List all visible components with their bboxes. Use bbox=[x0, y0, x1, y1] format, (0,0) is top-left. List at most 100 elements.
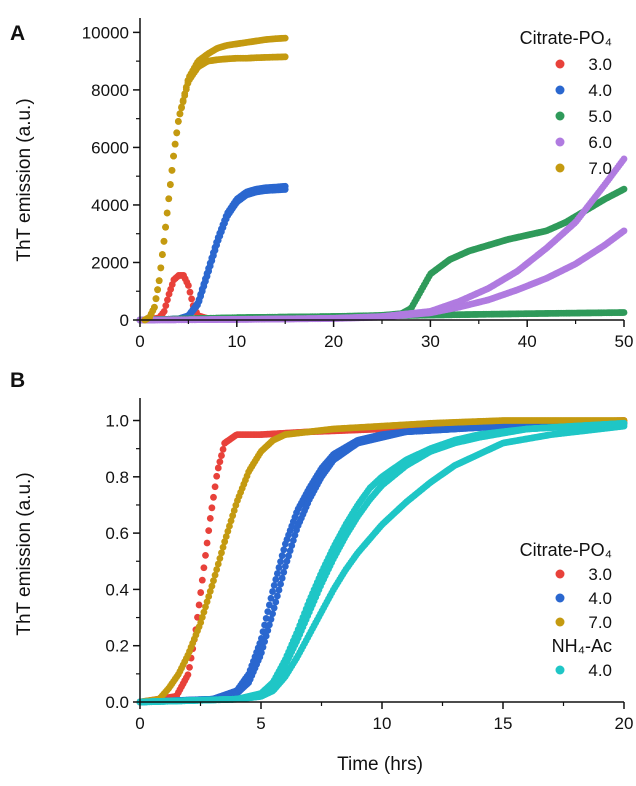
panel-b-legend-label: 4.0 bbox=[588, 589, 612, 608]
panel-a-y-tick-label: 2000 bbox=[91, 253, 129, 272]
panel-b-data-point bbox=[216, 555, 224, 562]
panel-b-data-point bbox=[230, 507, 238, 514]
panel-a-legend-marker bbox=[555, 59, 565, 69]
panel-a-data-point bbox=[178, 104, 185, 112]
panel-a-legend-title: Citrate-PO₄ bbox=[520, 28, 612, 48]
panel-b-legend-item: 3.0 bbox=[555, 565, 612, 584]
panel-b-data-point bbox=[259, 643, 267, 651]
panel-b-y-tick-label: 0.4 bbox=[105, 580, 129, 599]
panel-a-y-tick-label: 6000 bbox=[91, 138, 129, 157]
panel-b-data-point bbox=[203, 539, 211, 547]
panel-b-data-point bbox=[194, 613, 201, 621]
panel-b-data-point bbox=[270, 604, 278, 612]
panel-b-data-point bbox=[197, 589, 205, 596]
panel-b-data-point bbox=[285, 552, 292, 560]
panel-b-data-point bbox=[265, 621, 273, 629]
panel-b-legend-marker bbox=[555, 569, 565, 579]
panel-b-x-tick-label: 20 bbox=[615, 714, 634, 733]
panel-a-data-point bbox=[206, 262, 214, 270]
panel-b-data-point bbox=[206, 587, 214, 595]
panel-a-legend: Citrate-PO₄ 3.0 4.0 5.0 6.0 7.0 bbox=[520, 28, 612, 178]
panel-b-legend-marker bbox=[555, 593, 565, 603]
panel-b-data-point bbox=[211, 483, 219, 491]
panel-b-data-point bbox=[216, 458, 224, 466]
panel-b-data-point bbox=[286, 547, 294, 555]
panel-b-data-point bbox=[272, 598, 280, 606]
panel-a-legend-item: 7.0 bbox=[555, 159, 612, 178]
panel-b-data-point bbox=[620, 419, 628, 427]
panel-b-data-point bbox=[262, 632, 270, 640]
panel-a-x-tick-label: 0 bbox=[135, 332, 144, 351]
panel-b-data-point bbox=[208, 582, 216, 590]
panel-a-data-point bbox=[152, 295, 160, 303]
panel-a: A ThT emission (a.u.) 0 10 20 30 40 50 0 2000 40… bbox=[10, 18, 633, 351]
panel-a-legend-label: 6.0 bbox=[588, 133, 612, 152]
panel-a-data-point bbox=[181, 92, 189, 99]
panel-b-data-point bbox=[208, 504, 216, 512]
panel-a-data-point bbox=[205, 267, 213, 275]
panel-b-data-point bbox=[269, 610, 276, 618]
panel-a-data-point bbox=[182, 85, 190, 93]
panel-b-data-point bbox=[222, 533, 230, 540]
panel-a-y-tick-label: 8000 bbox=[91, 81, 129, 100]
panel-a-data-point bbox=[203, 272, 211, 280]
panel-a-series-8 bbox=[141, 53, 289, 324]
panel-a-data-point bbox=[160, 307, 168, 315]
panel-b-data-point bbox=[277, 558, 284, 566]
panel-a-x-tick-label: 20 bbox=[324, 332, 343, 351]
panel-b-data-point bbox=[275, 564, 283, 571]
panel-b-axes: 0 5 10 15 20 0.0 0.2 0.4 0.6 0.8 1.0 bbox=[105, 398, 633, 733]
panel-b-data-point bbox=[219, 445, 227, 453]
panel-b-data-point bbox=[280, 546, 288, 554]
panel-b-data-point bbox=[227, 517, 235, 525]
panel-b-data-point bbox=[267, 594, 275, 602]
panel-a-data-point bbox=[211, 246, 219, 254]
panel-a-legend-item: 6.0 bbox=[555, 133, 612, 152]
panel-b-data-point bbox=[214, 560, 222, 568]
panel-a-data-point bbox=[281, 186, 289, 193]
panel-b-legend-label: 3.0 bbox=[588, 565, 612, 584]
panel-b-data-point bbox=[288, 542, 296, 549]
panel-a-data-point bbox=[173, 129, 181, 137]
panel-a-x-tick-label: 30 bbox=[421, 332, 440, 351]
panel-a-data-point bbox=[210, 252, 217, 259]
panel-b-data-point bbox=[277, 580, 284, 588]
panel-b-series-4 bbox=[136, 419, 628, 706]
panel-b-data-point bbox=[197, 619, 205, 626]
panel-b-y-tick-label: 0.6 bbox=[105, 524, 129, 543]
panel-a-legend-label: 7.0 bbox=[588, 159, 612, 178]
panel-b-data-point bbox=[202, 603, 209, 611]
panel-a-data-points bbox=[136, 34, 628, 324]
panel-a-data-point bbox=[620, 227, 628, 235]
panel-b-data-point bbox=[214, 464, 222, 472]
panel-b-data-point bbox=[283, 557, 291, 565]
panel-a-x-tick-label: 10 bbox=[227, 332, 246, 351]
panel-b-data-point bbox=[269, 588, 276, 595]
panel-b-legend-title: Citrate-PO₄ bbox=[520, 540, 612, 560]
panel-a-data-point bbox=[162, 223, 169, 231]
panel-b-data-point bbox=[261, 638, 268, 646]
panel-a-data-point bbox=[158, 251, 166, 258]
panel-b-data-point bbox=[206, 514, 214, 522]
panel-b-data-point bbox=[198, 613, 206, 621]
panel-a-data-point bbox=[155, 277, 163, 285]
panel-a-y-tick-label: 4000 bbox=[91, 196, 129, 215]
panel-a-data-point bbox=[208, 257, 216, 265]
panel-b-data-point bbox=[219, 543, 227, 551]
panel-a-y-tick-label: 0 bbox=[120, 311, 129, 330]
panel-a-data-point bbox=[281, 34, 289, 42]
panel-a-axes: 0 10 20 30 40 50 0 2000 4000 6000 8000 10000 bbox=[82, 18, 633, 351]
panel-a-legend-label: 5.0 bbox=[588, 107, 612, 126]
panel-a-data-point bbox=[179, 98, 187, 106]
panel-a-data-point bbox=[163, 209, 171, 217]
panel-b-data-point bbox=[195, 601, 203, 609]
panel-b-legend-label: 7.0 bbox=[588, 613, 612, 632]
panel-b-y-tick-label: 0.2 bbox=[105, 637, 129, 656]
panel-a-data-point bbox=[620, 155, 628, 163]
panel-b-data-point bbox=[203, 598, 211, 606]
panel-b-x-axis-label: Time (hrs) bbox=[337, 754, 423, 775]
panel-a-series-5 bbox=[136, 155, 628, 324]
panel-a-x-tick-label: 40 bbox=[518, 332, 537, 351]
panel-b-data-point bbox=[202, 551, 209, 559]
panel-b-data-point bbox=[210, 577, 217, 585]
